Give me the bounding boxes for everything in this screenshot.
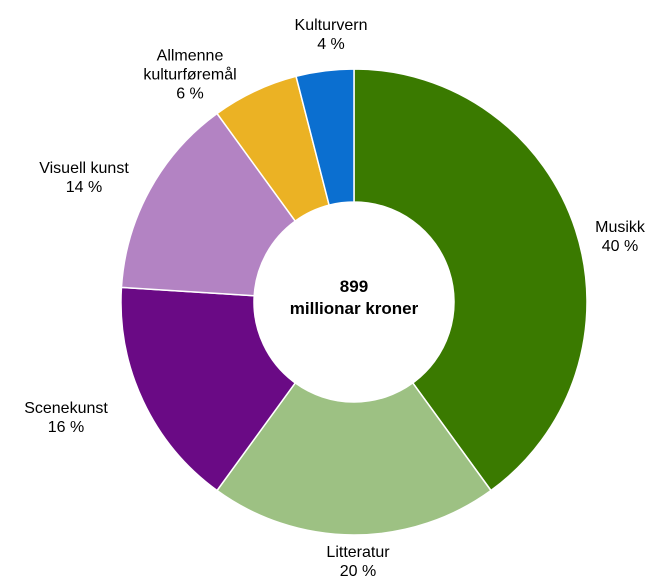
slice-label: Litteratur 20 % [326, 543, 389, 581]
slice-label: Kulturvern 4 % [295, 16, 368, 54]
slice-label: Allmenne kulturføremål 6 % [130, 47, 250, 104]
donut-slice [215, 381, 493, 536]
slice-label: Scenekunst 16 % [24, 399, 108, 437]
value-label: 40 % [601, 238, 639, 255]
category-label: Musikk [595, 219, 645, 236]
value-label: 20 % [339, 563, 377, 580]
donut-slice [120, 286, 297, 492]
value-label: 14 % [65, 179, 103, 196]
value-label: 6 % [176, 85, 204, 103]
category-label: Allmenne kulturføremål [143, 47, 237, 84]
total-label: millionar kroner [289, 299, 419, 318]
donut-slice [120, 112, 297, 297]
category-label: Litteratur [326, 544, 390, 561]
value-label: 16 % [47, 419, 85, 436]
center-label: 899 millionar kroner [290, 276, 418, 320]
category-label: Kulturvern [294, 17, 368, 34]
total: 899 [339, 277, 369, 296]
category-label: Scenekunst [24, 400, 108, 417]
donut-slice [353, 68, 588, 492]
category-label: Visuell kunst [39, 160, 129, 177]
donut-slice [295, 68, 355, 207]
value-label: 4 % [317, 36, 345, 53]
slice-label: Musikk 40 % [595, 218, 645, 256]
slice-label: Visuell kunst 14 % [39, 159, 129, 197]
